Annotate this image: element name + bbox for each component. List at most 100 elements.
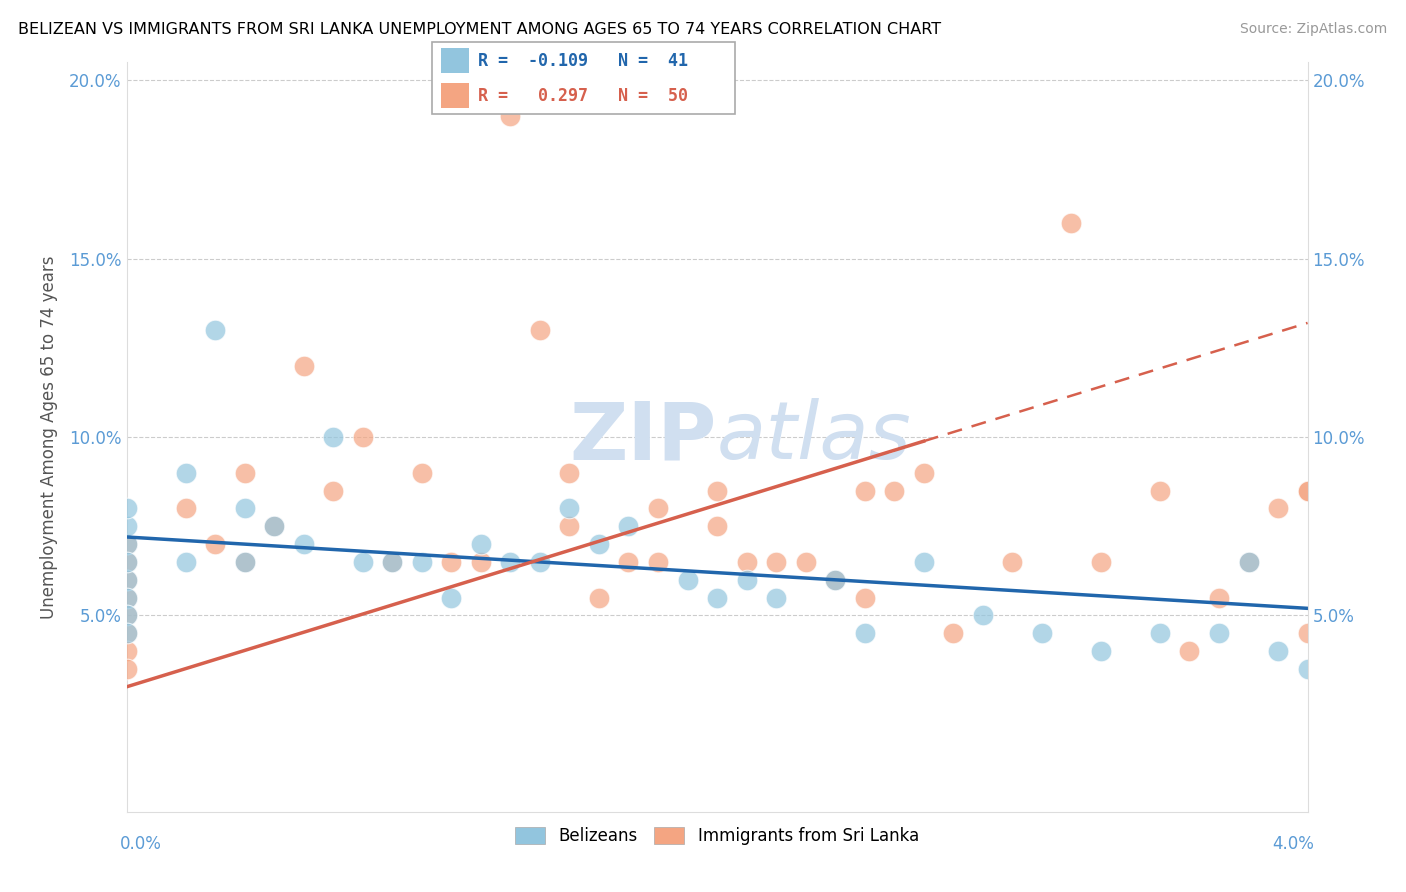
Point: [853, 626, 876, 640]
Point: [381, 555, 404, 569]
Point: [765, 555, 787, 569]
Point: [411, 555, 433, 569]
Point: [322, 483, 344, 498]
Point: [115, 573, 138, 587]
Text: Source: ZipAtlas.com: Source: ZipAtlas.com: [1240, 22, 1388, 37]
Point: [1208, 626, 1230, 640]
Y-axis label: Unemployment Among Ages 65 to 74 years: Unemployment Among Ages 65 to 74 years: [39, 255, 58, 619]
Point: [1178, 644, 1201, 658]
Point: [558, 466, 581, 480]
Point: [440, 591, 463, 605]
Point: [676, 573, 699, 587]
Point: [233, 555, 256, 569]
Text: atlas: atlas: [717, 398, 912, 476]
Legend: Belizeans, Immigrants from Sri Lanka: Belizeans, Immigrants from Sri Lanka: [509, 821, 925, 852]
Point: [706, 591, 728, 605]
Point: [292, 359, 315, 373]
Point: [529, 555, 551, 569]
Point: [1060, 216, 1083, 230]
Point: [115, 662, 138, 676]
Point: [263, 519, 285, 533]
Point: [588, 591, 610, 605]
Point: [1267, 501, 1289, 516]
Point: [115, 537, 138, 551]
Point: [115, 626, 138, 640]
Point: [735, 573, 758, 587]
Point: [1296, 483, 1319, 498]
Point: [1031, 626, 1053, 640]
Point: [204, 537, 226, 551]
Point: [1237, 555, 1260, 569]
Point: [853, 483, 876, 498]
Point: [1208, 591, 1230, 605]
Point: [794, 555, 817, 569]
Point: [115, 519, 138, 533]
Point: [735, 555, 758, 569]
FancyBboxPatch shape: [441, 47, 470, 73]
Point: [706, 483, 728, 498]
Point: [115, 608, 138, 623]
Text: R =  -0.109   N =  41: R = -0.109 N = 41: [478, 52, 689, 70]
Point: [647, 555, 669, 569]
Point: [115, 555, 138, 569]
Point: [233, 501, 256, 516]
Point: [292, 537, 315, 551]
Point: [499, 555, 522, 569]
Point: [499, 109, 522, 123]
Point: [115, 555, 138, 569]
Point: [470, 555, 492, 569]
Point: [824, 573, 846, 587]
Point: [883, 483, 905, 498]
Point: [1090, 644, 1112, 658]
Point: [972, 608, 994, 623]
Point: [824, 573, 846, 587]
Point: [115, 573, 138, 587]
Point: [942, 626, 965, 640]
Point: [1090, 555, 1112, 569]
Point: [174, 555, 197, 569]
Text: R =   0.297   N =  50: R = 0.297 N = 50: [478, 87, 689, 105]
Point: [174, 501, 197, 516]
Point: [1296, 483, 1319, 498]
Point: [706, 519, 728, 533]
Point: [233, 555, 256, 569]
Point: [115, 644, 138, 658]
Point: [617, 519, 640, 533]
Point: [647, 501, 669, 516]
Point: [204, 323, 226, 337]
Point: [912, 555, 935, 569]
Point: [115, 501, 138, 516]
Point: [381, 555, 404, 569]
Point: [115, 591, 138, 605]
Text: ZIP: ZIP: [569, 398, 717, 476]
Point: [115, 537, 138, 551]
Point: [115, 608, 138, 623]
Point: [558, 519, 581, 533]
Point: [1296, 626, 1319, 640]
Point: [440, 555, 463, 569]
Point: [470, 537, 492, 551]
Text: 4.0%: 4.0%: [1272, 835, 1315, 853]
Point: [352, 555, 374, 569]
Point: [1001, 555, 1024, 569]
Point: [617, 555, 640, 569]
Point: [529, 323, 551, 337]
Point: [1267, 644, 1289, 658]
Point: [115, 626, 138, 640]
FancyBboxPatch shape: [441, 83, 470, 109]
Point: [912, 466, 935, 480]
Point: [174, 466, 197, 480]
Text: BELIZEAN VS IMMIGRANTS FROM SRI LANKA UNEMPLOYMENT AMONG AGES 65 TO 74 YEARS COR: BELIZEAN VS IMMIGRANTS FROM SRI LANKA UN…: [18, 22, 942, 37]
FancyBboxPatch shape: [432, 42, 735, 114]
Point: [558, 501, 581, 516]
Point: [853, 591, 876, 605]
Point: [1149, 483, 1171, 498]
Point: [1237, 555, 1260, 569]
Point: [1149, 626, 1171, 640]
Point: [765, 591, 787, 605]
Text: 0.0%: 0.0%: [120, 835, 162, 853]
Point: [322, 430, 344, 444]
Point: [263, 519, 285, 533]
Point: [1296, 662, 1319, 676]
Point: [233, 466, 256, 480]
